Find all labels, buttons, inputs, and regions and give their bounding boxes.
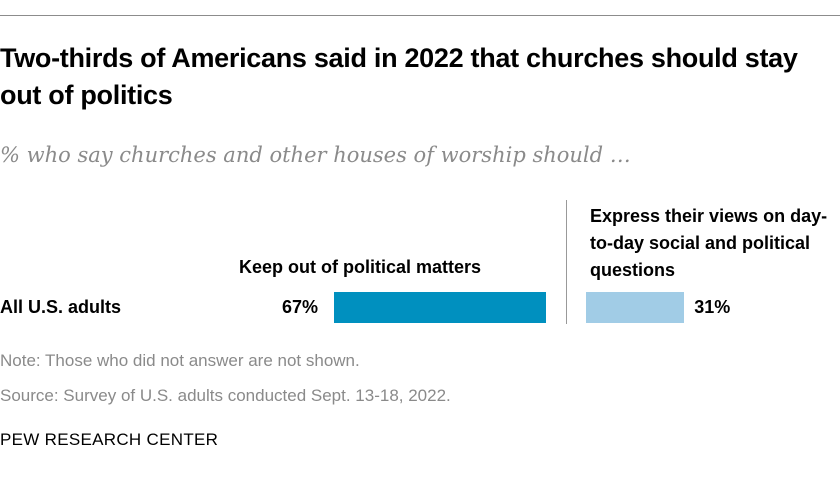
data-label-express-views: 31% bbox=[694, 297, 731, 317]
divider bbox=[566, 200, 567, 324]
note: Note: Those who did not answer are not s… bbox=[0, 351, 360, 370]
brand-logo: PEW RESEARCH CENTER bbox=[0, 430, 219, 449]
chart-title: Two-thirds of Americans said in 2022 tha… bbox=[0, 43, 798, 110]
source: Source: Survey of U.S. adults conducted … bbox=[0, 386, 451, 405]
category-label: All U.S. adults bbox=[0, 297, 122, 317]
legend-keep-out: Keep out of political matters bbox=[239, 257, 482, 277]
legend-express-views: Express their views on day-to-day social… bbox=[590, 206, 828, 280]
data-label-keep-out: 67% bbox=[281, 297, 318, 317]
bar-express-views bbox=[586, 292, 685, 323]
chart-subtitle: % who say churches and other houses of w… bbox=[0, 143, 631, 167]
bar-keep-out bbox=[333, 292, 546, 323]
top-rule bbox=[0, 15, 840, 16]
